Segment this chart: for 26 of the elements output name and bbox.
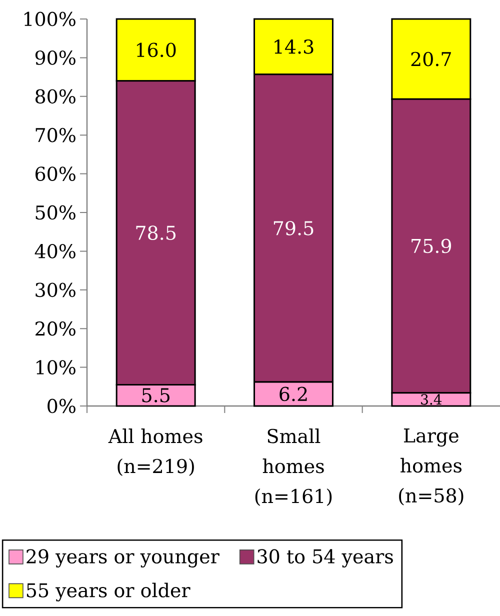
y-tick-label: 30% <box>36 282 76 298</box>
x-tick-label: Small homes (n=161) <box>255 428 332 506</box>
y-tick-label: 0% <box>48 398 76 414</box>
y-tick-label: 100% <box>24 12 76 26</box>
data-label: 20.7 <box>411 52 451 66</box>
y-tick-label: 90% <box>35 50 76 65</box>
y-tick-label: 50% <box>36 205 76 220</box>
legend-label: 55 years or older <box>26 582 190 602</box>
x-tick-label: Large homes (n=58) <box>399 428 464 506</box>
y-tick-label: 40% <box>34 244 76 258</box>
data-label: 79.5 <box>274 220 314 236</box>
data-label: 16.0 <box>136 42 176 58</box>
data-label: 5.5 <box>142 388 170 402</box>
legend-label: 29 years or younger <box>26 549 220 568</box>
data-label: 78.5 <box>136 226 176 240</box>
data-label: 14.3 <box>274 39 314 54</box>
y-tick-label: 10% <box>36 360 76 374</box>
data-label: 75.9 <box>412 238 452 254</box>
y-tick-label: 20% <box>36 321 76 336</box>
y-tick-label: 80% <box>36 89 76 104</box>
data-label: 3.4 <box>421 394 442 405</box>
data-label: 6.2 <box>280 386 307 402</box>
x-tick-label: All homes (n=219) <box>108 428 202 476</box>
y-tick-label: 70% <box>36 128 76 142</box>
y-tick-label: 60% <box>36 166 76 181</box>
legend-label: 30 to 54 years <box>258 549 393 568</box>
